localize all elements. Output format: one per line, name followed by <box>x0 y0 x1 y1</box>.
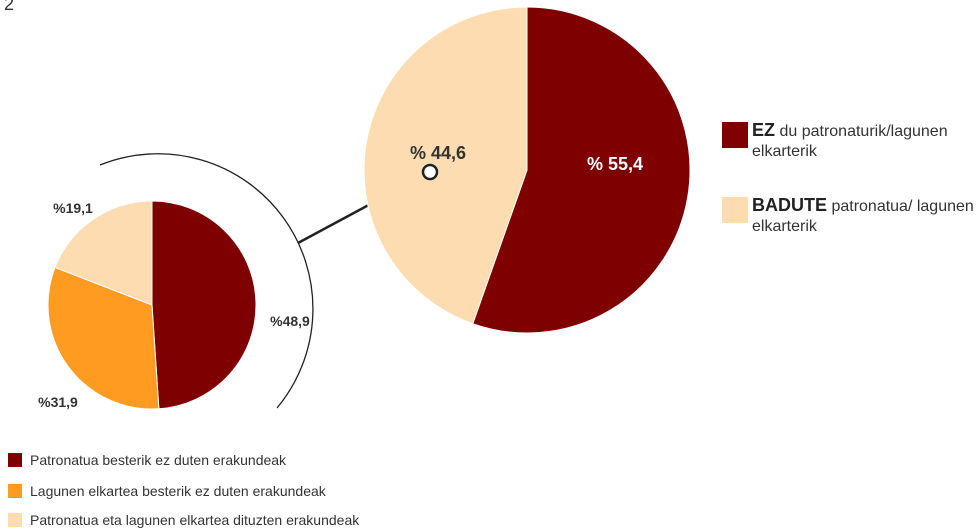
bracket-arc <box>99 153 314 409</box>
legend-swatch <box>8 513 22 527</box>
small-pie-label-2: %31,9 <box>38 394 78 410</box>
legend-label: Patronatua eta lagunen elkartea dituzten… <box>30 512 360 528</box>
legend-label: Lagunen elkartea besterik ez duten eraku… <box>30 483 326 499</box>
big-pie-label-badute: % 44,6 <box>410 143 466 163</box>
small-pie-label-1: %48,9 <box>270 313 310 329</box>
small-pie-slice-lagunen <box>47 266 160 410</box>
big-pie-label-ez: % 55,4 <box>587 154 643 174</box>
legend-item-badute: BADUTE patronatua/ lagunen elkarterik <box>722 195 976 237</box>
big-pie-slice-badute <box>363 6 528 325</box>
small-pie <box>47 200 257 410</box>
legend-item-ez: EZ du patronaturik/lagunen elkarterik <box>722 120 976 162</box>
small-pie-slice-patronatua <box>151 200 257 410</box>
big-pie <box>363 6 691 334</box>
small-pie-label-3: %19,1 <box>53 200 93 216</box>
legend-item-lagunen: Lagunen elkartea besterik ez duten eraku… <box>8 482 326 500</box>
legend-label: Patronatua besterik ez duten erakundeak <box>30 452 287 468</box>
legend-item-patronatua: Patronatua besterik ez duten erakundeak <box>8 451 286 469</box>
small-pie-slice-biak <box>54 200 153 306</box>
legend-label: BADUTE patronatua/ lagunen elkarterik <box>752 195 974 235</box>
legend-swatch <box>8 484 22 498</box>
connector-dot <box>421 163 439 181</box>
legend-swatch <box>722 122 748 148</box>
page-number: 2 <box>4 0 15 14</box>
legend-label: EZ du patronaturik/lagunen elkarterik <box>752 120 948 160</box>
legend-swatch <box>722 197 748 223</box>
legend-swatch <box>8 453 22 467</box>
legend-item-biak: Patronatua eta lagunen elkartea dituzten… <box>8 511 359 529</box>
